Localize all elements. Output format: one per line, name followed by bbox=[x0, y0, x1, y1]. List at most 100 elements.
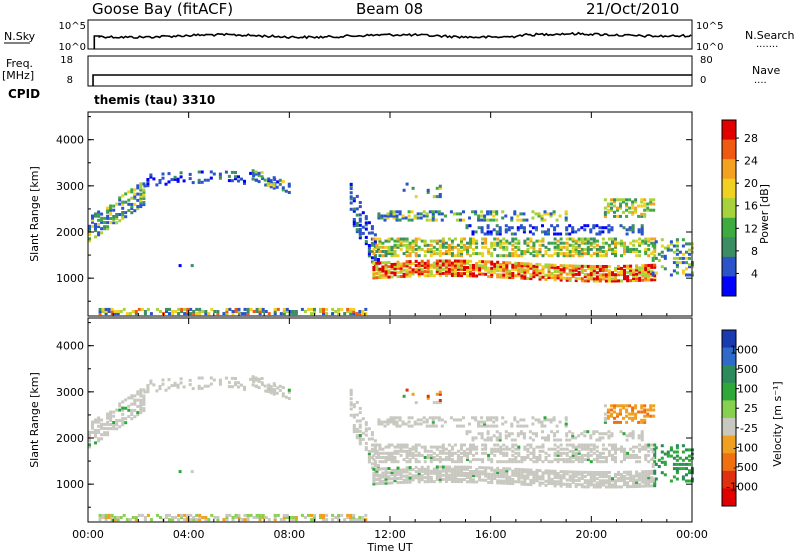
velocity-cell bbox=[456, 456, 460, 459]
power-cell bbox=[568, 243, 572, 247]
power-cell bbox=[456, 274, 460, 278]
power-cell bbox=[657, 259, 661, 262]
power-cell bbox=[432, 245, 436, 249]
velocity-cell bbox=[499, 481, 503, 485]
power-cell bbox=[121, 213, 125, 217]
power-cell bbox=[137, 307, 141, 311]
power-cell bbox=[493, 271, 497, 275]
velocity-cell bbox=[532, 456, 536, 459]
power-cell bbox=[543, 210, 547, 214]
power-cell bbox=[460, 274, 463, 278]
velocity-cell bbox=[571, 480, 575, 484]
velocity-cell bbox=[405, 476, 409, 480]
power-cell bbox=[100, 212, 104, 216]
velocity-cell bbox=[510, 424, 514, 428]
power-cell bbox=[450, 252, 454, 256]
power-cell bbox=[447, 243, 451, 247]
power-cell bbox=[574, 268, 578, 272]
power-cell bbox=[384, 269, 388, 273]
velocity-cell bbox=[556, 482, 560, 486]
velocity-cell bbox=[408, 449, 412, 453]
power-cell bbox=[644, 276, 648, 280]
velocity-cell bbox=[657, 465, 661, 468]
power-cell bbox=[613, 214, 616, 218]
velocity-cell bbox=[666, 452, 670, 456]
velocity-cell bbox=[606, 414, 610, 418]
power-cell bbox=[257, 173, 261, 177]
power-cell bbox=[580, 271, 584, 274]
power-cell bbox=[499, 245, 503, 249]
velocity-cell bbox=[251, 375, 255, 379]
velocity-cell bbox=[571, 470, 575, 474]
velocity-cell bbox=[358, 434, 362, 437]
velocity-cell bbox=[598, 460, 602, 464]
power-cell bbox=[592, 224, 596, 228]
velocity-cell bbox=[142, 400, 146, 404]
velocity-cell bbox=[583, 485, 587, 489]
velocity-cell bbox=[513, 418, 517, 422]
velocity-cell bbox=[635, 480, 639, 484]
velocity-cell bbox=[577, 483, 581, 487]
power-cell bbox=[660, 238, 664, 242]
power-cell bbox=[544, 263, 548, 267]
velocity-cell bbox=[94, 441, 97, 445]
velocity-cell bbox=[538, 477, 542, 481]
velocity-cell bbox=[384, 477, 388, 481]
power-cell bbox=[647, 272, 651, 276]
power-cell bbox=[520, 270, 524, 274]
velocity-cell bbox=[149, 381, 153, 385]
power-cell bbox=[396, 260, 400, 264]
power-cell bbox=[492, 228, 496, 232]
power-cell bbox=[611, 237, 614, 241]
velocity-cell bbox=[478, 470, 482, 474]
velocity-cell bbox=[510, 438, 514, 442]
velocity-cell bbox=[477, 422, 481, 426]
power-cell bbox=[254, 178, 258, 182]
velocity-cell bbox=[432, 445, 436, 449]
velocity-cell bbox=[553, 438, 557, 442]
velocity-cell bbox=[97, 439, 101, 443]
velocity-cell bbox=[287, 388, 291, 392]
power-cell bbox=[641, 270, 645, 274]
velocity-cell bbox=[224, 376, 228, 380]
power-cell bbox=[243, 307, 247, 311]
velocity-cell bbox=[426, 396, 430, 400]
velocity-cell bbox=[130, 417, 134, 421]
colorbar-segment bbox=[722, 365, 736, 384]
power-cell bbox=[127, 198, 131, 202]
power-cell bbox=[438, 263, 442, 267]
power-cell bbox=[490, 243, 494, 247]
power-cell bbox=[405, 274, 409, 278]
power-cell bbox=[641, 266, 645, 270]
power-cell bbox=[629, 268, 633, 272]
velocity-cell bbox=[550, 447, 554, 451]
velocity-cell bbox=[614, 449, 617, 453]
velocity-cell bbox=[420, 467, 424, 471]
power-cell bbox=[487, 252, 491, 256]
power-cell bbox=[396, 239, 400, 243]
power-cell bbox=[484, 266, 488, 270]
velocity-cell bbox=[426, 473, 430, 477]
power-cell bbox=[97, 212, 101, 216]
velocity-cell bbox=[583, 447, 587, 451]
velocity-cell bbox=[408, 460, 412, 464]
velocity-cell bbox=[583, 443, 587, 447]
velocity-cell bbox=[516, 432, 520, 436]
power-cell bbox=[101, 310, 105, 313]
velocity-cell bbox=[647, 480, 651, 484]
power-cell bbox=[475, 241, 479, 245]
velocity-cell bbox=[460, 471, 463, 475]
power-cell bbox=[534, 212, 538, 216]
power-cell bbox=[387, 245, 391, 249]
power-cell bbox=[526, 268, 530, 272]
power-cell bbox=[419, 216, 423, 220]
velocity-cell bbox=[486, 416, 490, 420]
velocity-cell bbox=[453, 443, 457, 447]
velocity-cell bbox=[97, 437, 101, 441]
velocity-cell bbox=[106, 416, 110, 420]
velocity-cell bbox=[378, 480, 382, 483]
power-cell bbox=[393, 243, 397, 247]
velocity-cell bbox=[377, 422, 381, 426]
velocity-cell bbox=[158, 387, 162, 391]
power-cell bbox=[583, 273, 587, 277]
